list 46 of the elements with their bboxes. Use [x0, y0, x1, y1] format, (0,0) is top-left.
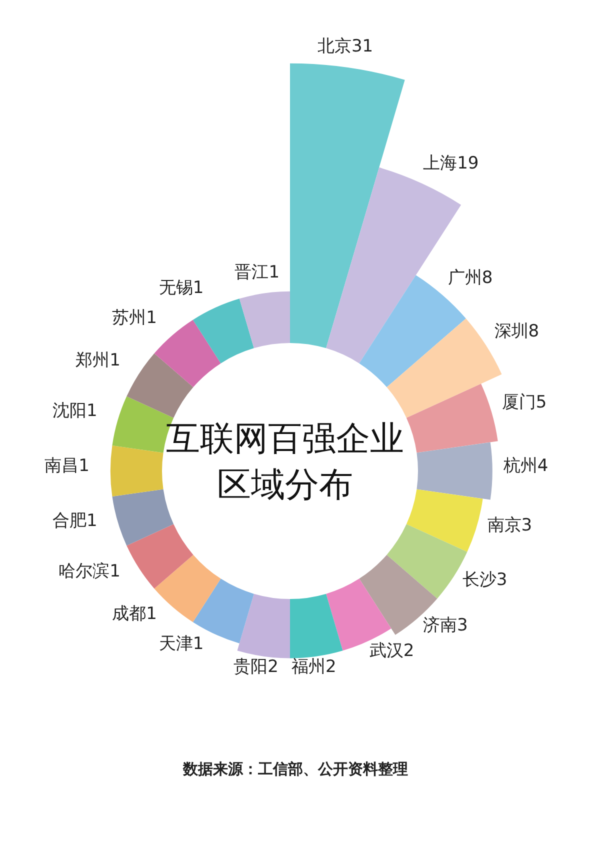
data-label: 1 [192, 634, 204, 654]
data-label: 1 [86, 511, 98, 532]
data-label: 19 [457, 154, 479, 174]
data-label: 3 [521, 515, 532, 536]
category-label: 济南 [423, 615, 458, 636]
category-label: 郑州 [76, 350, 110, 370]
category-label: 北京 [317, 36, 352, 57]
category-label: 武汉 [369, 640, 404, 661]
category-label: 苏州 [112, 308, 146, 328]
category-label: 无锡 [158, 278, 193, 298]
category-label: 哈尔滨 [58, 562, 110, 582]
category-label: 成都 [112, 604, 146, 624]
category-label: 南京 [487, 515, 522, 536]
data-label: 1 [110, 350, 120, 370]
category-label: 南昌 [44, 456, 79, 476]
data-label: 1 [110, 562, 120, 582]
data-label: 2 [268, 657, 278, 678]
data-label: 1 [78, 456, 90, 476]
category-label: 沈阳 [52, 400, 86, 421]
data-label: 4 [537, 456, 548, 476]
data-label: 1 [86, 400, 98, 421]
category-label: 福州 [292, 657, 326, 678]
category-label: 广州 [448, 268, 482, 288]
data-label: 1 [192, 278, 204, 298]
category-label: 长沙 [462, 570, 496, 590]
data-label: 2 [326, 657, 336, 678]
category-label: 上海 [423, 154, 458, 174]
data-label: 1 [146, 604, 157, 624]
text: 互联网百强企业区域分布 [165, 418, 405, 507]
category-label: 贵阳 [234, 657, 268, 678]
category-label: 深圳 [494, 321, 528, 342]
category-label: 晋江 [234, 262, 269, 282]
data-label: 5 [536, 392, 547, 412]
category-label: 合肥 [52, 511, 86, 532]
data-label: 8 [482, 268, 493, 288]
data-label: 3 [496, 570, 508, 590]
data-label: 8 [528, 321, 540, 342]
category-label: 厦门 [502, 392, 536, 412]
data-label: 3 [457, 615, 468, 636]
data-label: 31 [351, 36, 374, 57]
data-label: 1 [146, 308, 157, 328]
category-label: 杭州 [502, 456, 538, 476]
data-label: 2 [403, 640, 414, 661]
source-note: 数据来源：工信部、公开资料整理 [182, 760, 409, 779]
category-label: 天津 [158, 634, 193, 654]
data-label: 1 [268, 262, 280, 282]
